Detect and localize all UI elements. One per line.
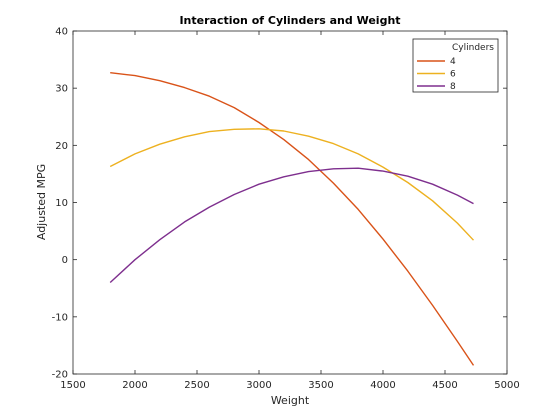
tick-layer: 1500 2000 2500 3000 3500 4000 4500 5000 -20 -10 0 1… <box>52 27 520 392</box>
x-tick-label: 2000 <box>122 380 147 391</box>
series-line-8 <box>109 167 474 284</box>
series-line-4 <box>110 72 475 366</box>
y-tick-label: 30 <box>55 84 68 95</box>
x-tick-label: 3000 <box>246 380 271 391</box>
legend-title: Cylinders <box>452 43 494 53</box>
x-tick-label: 4500 <box>432 380 457 391</box>
y-tick-label: 0 <box>62 255 68 266</box>
x-tick-label: 1500 <box>60 380 85 391</box>
legend-label-4: 4 <box>450 57 456 67</box>
legend: Cylinders 4 6 8 <box>412 38 499 93</box>
legend-label-8: 8 <box>450 82 456 92</box>
y-tick-label: -20 <box>52 370 68 381</box>
legend-box <box>412 38 499 93</box>
x-tick-label: 2500 <box>184 380 209 391</box>
legend-entries: 4 6 8 <box>417 57 456 92</box>
series-line-6 <box>109 128 475 241</box>
y-tick-label: -10 <box>52 312 68 323</box>
legend-label-6: 6 <box>450 70 456 80</box>
y-axis-label: Adjusted MPG <box>35 164 48 240</box>
x-tick-label: 5000 <box>494 380 519 391</box>
x-tick-label: 3500 <box>308 380 333 391</box>
y-tick-label: 10 <box>55 198 68 209</box>
y-tick-label: 20 <box>55 141 68 152</box>
chart-title: Interaction of Cylinders and Weight <box>179 14 400 27</box>
plot-frame <box>72 30 508 375</box>
y-tick-label: 40 <box>55 27 68 38</box>
x-axis-label: Weight <box>271 394 310 407</box>
series-layer <box>109 72 475 366</box>
x-tick-label: 4000 <box>370 380 395 391</box>
